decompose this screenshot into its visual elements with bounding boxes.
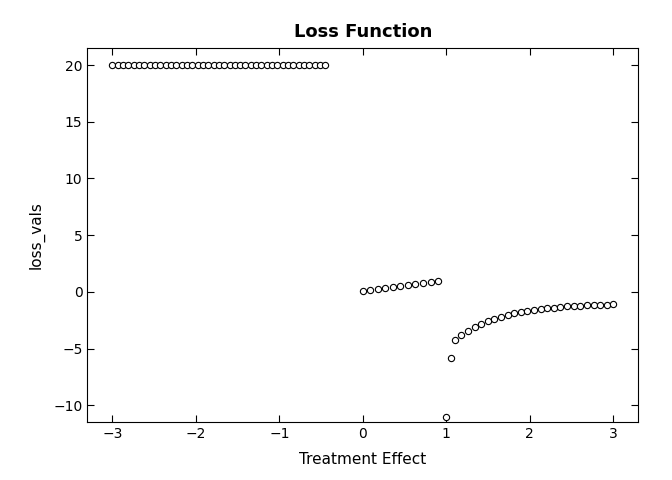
Y-axis label: loss_vals: loss_vals xyxy=(29,201,45,269)
Title: Loss Function: Loss Function xyxy=(294,23,432,41)
X-axis label: Treatment Effect: Treatment Effect xyxy=(299,452,427,468)
